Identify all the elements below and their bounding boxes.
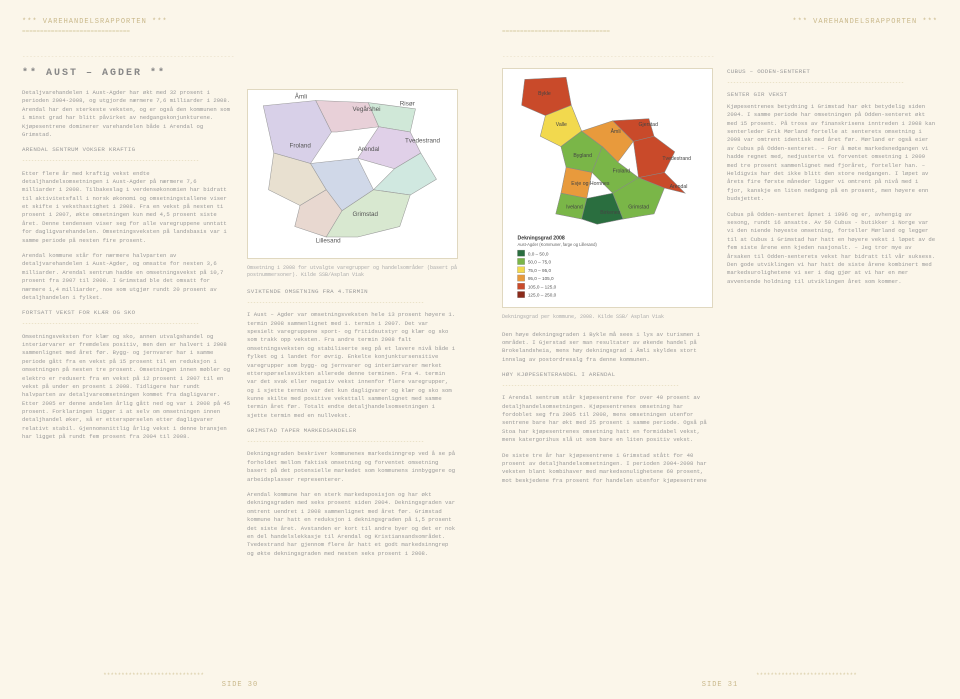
svg-text:125,0 – 250,0: 125,0 – 250,0 <box>528 293 557 298</box>
svg-text:Froland: Froland <box>290 143 312 150</box>
h-klaer: FORTSATT VEKST FOR KLÆR OG SKO <box>22 309 233 318</box>
svg-text:Lillesand: Lillesand <box>316 237 341 244</box>
col-3: Bykle Valle Bygland Åmli Gjerstad Froland Evje… <box>502 68 713 689</box>
hdash: ----------------------------------------… <box>247 300 458 308</box>
svg-text:Dekningsgrad 2008: Dekningsgrad 2008 <box>517 236 564 242</box>
svg-text:Iveland: Iveland <box>566 205 583 211</box>
map1-caption: Omsetning i 2008 for utvalgte varegruppe… <box>247 265 458 278</box>
hdash: ----------------------------------------… <box>22 158 233 166</box>
svg-text:Arendal: Arendal <box>358 146 380 153</box>
col-2: Åmli Vegårshei Risør Froland Arendal Grimstad… <box>247 89 458 689</box>
svg-text:Bykle: Bykle <box>538 91 551 97</box>
p4b: Arendal kommune har en sterk markedsposi… <box>247 491 458 558</box>
svg-text:Arendal: Arendal <box>670 184 688 190</box>
svg-text:Gjerstad: Gjerstad <box>639 122 659 128</box>
svg-text:Tvedestrand: Tvedestrand <box>405 138 440 145</box>
p1b: Arendal kommune står for nærmere halvpar… <box>22 252 233 302</box>
hdash: ----------------------------------------… <box>247 439 458 447</box>
header-rule: ============================== <box>22 28 458 35</box>
header-rule: ============================== <box>502 28 938 35</box>
footer-right: **************************** SIDE 31 <box>480 672 960 689</box>
svg-text:95,0 – 105,0: 95,0 – 105,0 <box>528 276 554 281</box>
svg-text:Grimstad: Grimstad <box>628 205 649 211</box>
svg-text:75,0 – 95,0: 75,0 – 95,0 <box>528 268 552 273</box>
dash-top: ----------------------------------------… <box>502 53 938 60</box>
p7: Kjøpesentrenes betydning i Grimstad har … <box>727 103 938 204</box>
svg-text:Froland: Froland <box>613 168 631 174</box>
svg-text:50,0 – 75,0: 50,0 – 75,0 <box>528 260 552 265</box>
svg-text:105,0 – 125,0: 105,0 – 125,0 <box>528 284 557 289</box>
svg-text:Evje og Hornnes: Evje og Hornnes <box>571 181 610 187</box>
svg-text:Risør: Risør <box>400 101 415 108</box>
intro-text: Detaljvarehandelen i Aust-Agder har økt … <box>22 89 233 139</box>
footer-stars: **************************** <box>0 672 480 679</box>
columns-right: Bykle Valle Bygland Åmli Gjerstad Froland Evje… <box>502 68 938 689</box>
h-arendal2: HØY KJØPESENTERANDEL I ARENDAL <box>502 371 713 380</box>
page-left: *** VAREHANDELSRAPPORTEN *** ===========… <box>0 0 480 699</box>
header-right: *** VAREHANDELSRAPPORTEN *** <box>502 18 938 26</box>
svg-text:Grimstad: Grimstad <box>353 211 379 218</box>
h-grimstad: GRIMSTAD TAPER MARKEDSANDELER <box>247 427 458 436</box>
footer-stars: **************************** <box>480 672 960 679</box>
dash-top: ----------------------------------------… <box>22 53 458 60</box>
page-num-left: SIDE 30 <box>222 681 258 689</box>
hdash: ----------------------------------------… <box>727 80 938 88</box>
col-4: CUBUS – ODDEN-SENTERET -----------------… <box>727 68 938 689</box>
p3a: I Aust – Agder var omsetningsveksten hel… <box>247 311 458 420</box>
region-title: ** AUST – AGDER ** <box>22 68 458 79</box>
p8: Cubus på Odden-senteret åpnet i 1996 og … <box>727 211 938 287</box>
svg-text:Åmli: Åmli <box>611 128 621 135</box>
p5: Den høye dekningsgraden i Bykle må sees … <box>502 331 713 365</box>
p6b: De siste tre år har kjøpesentrene i Grim… <box>502 452 713 486</box>
svg-text:Åmli: Åmli <box>295 91 307 100</box>
h-senter: SENTER GIR VEKST <box>727 91 938 100</box>
h-cubus: CUBUS – ODDEN-SENTERET <box>727 68 938 77</box>
header-left: *** VAREHANDELSRAPPORTEN *** <box>22 18 458 26</box>
h-arendal: ARENDAL SENTRUM VOKSER KRAFTIG <box>22 146 233 155</box>
map-dekningsgrad: Bykle Valle Bygland Åmli Gjerstad Froland Evje… <box>502 68 713 308</box>
map-omsetning: Åmli Vegårshei Risør Froland Arendal Grimstad… <box>247 89 458 259</box>
map2-caption: Dekningsgrad per kommune, 2008. Kilde SS… <box>502 314 713 321</box>
svg-text:Vegårshei: Vegårshei <box>353 105 381 113</box>
svg-text:Aust-Agder (Kommuner, farge og: Aust-Agder (Kommuner, farge og Lillesand… <box>517 242 597 247</box>
page-right: *** VAREHANDELSRAPPORTEN *** ===========… <box>480 0 960 699</box>
svg-text:Tvedestrand: Tvedestrand <box>662 156 691 162</box>
svg-text:Birkenes: Birkenes <box>600 210 620 216</box>
p6a: I Arendal sentrum står kjøpesentrene for… <box>502 394 713 444</box>
hdash: ----------------------------------------… <box>22 321 233 329</box>
page-num-right: SIDE 31 <box>702 681 738 689</box>
h-sviktende: SVIKTENDE OMSETNING FRA 4.TERMIN <box>247 288 458 297</box>
columns-left: Detaljvarehandelen i Aust-Agder har økt … <box>22 89 458 689</box>
p4a: Dekningsgraden beskriver kommunenes mark… <box>247 450 458 484</box>
col-1: Detaljvarehandelen i Aust-Agder har økt … <box>22 89 233 689</box>
svg-text:Valle: Valle <box>556 122 567 128</box>
p1a: Etter flere år med kraftig vekst endte d… <box>22 170 233 246</box>
p2: Omsetningsveksten for klær og sko, annen… <box>22 333 233 442</box>
svg-text:0,0 – 50,0: 0,0 – 50,0 <box>528 251 549 256</box>
footer-left: **************************** SIDE 30 <box>0 672 480 689</box>
svg-text:Bygland: Bygland <box>573 153 592 159</box>
hdash: ----------------------------------------… <box>502 383 713 391</box>
